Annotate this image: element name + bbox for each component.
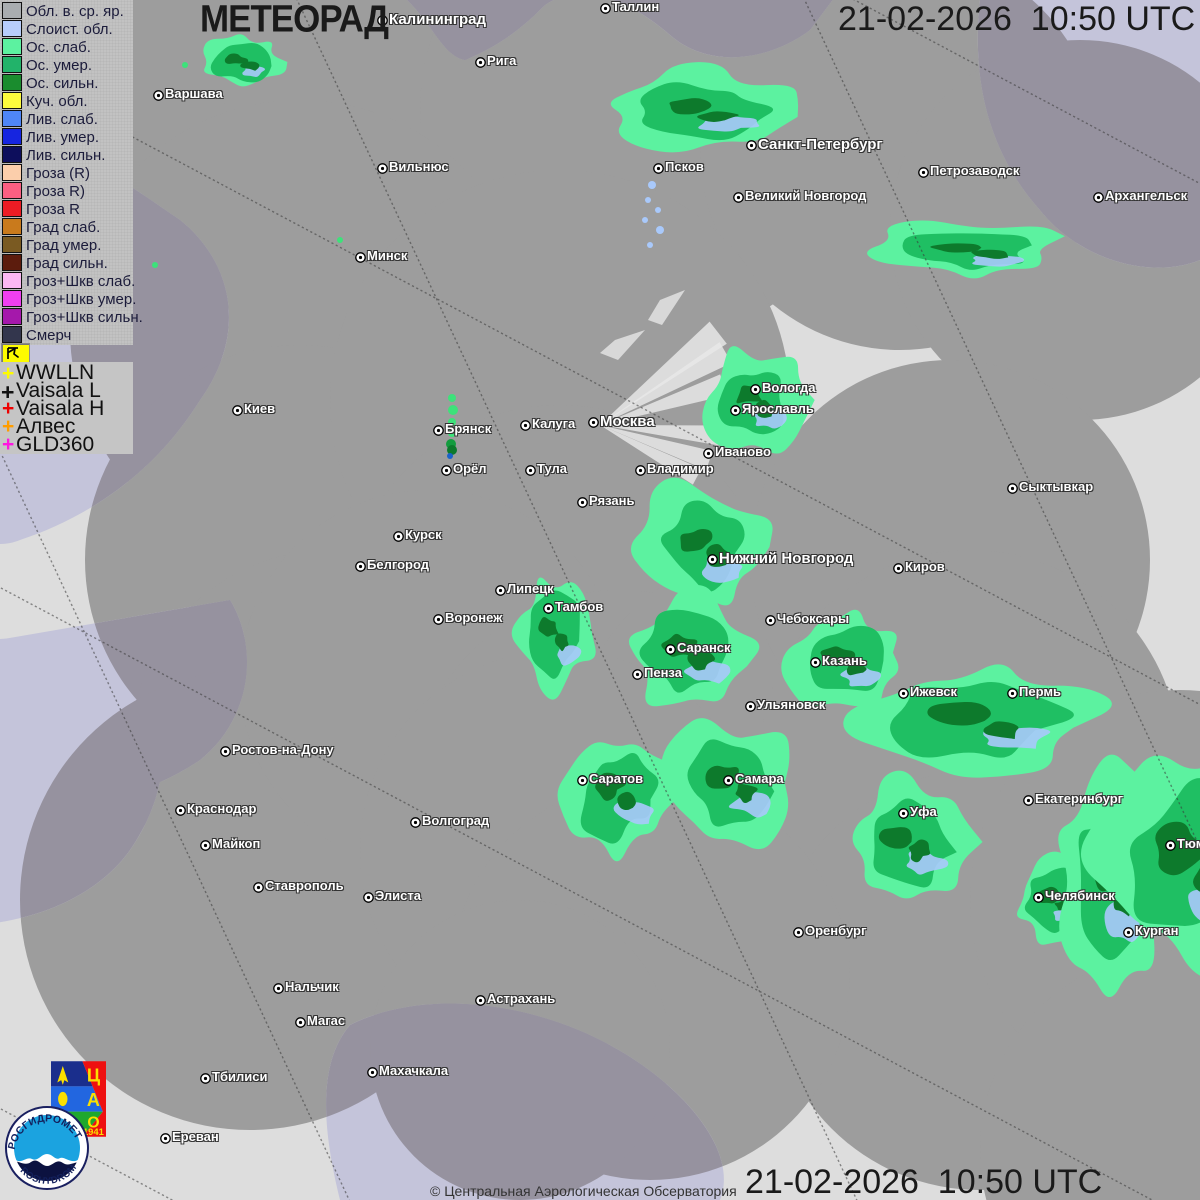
svg-text:Ц: Ц bbox=[87, 1066, 101, 1086]
